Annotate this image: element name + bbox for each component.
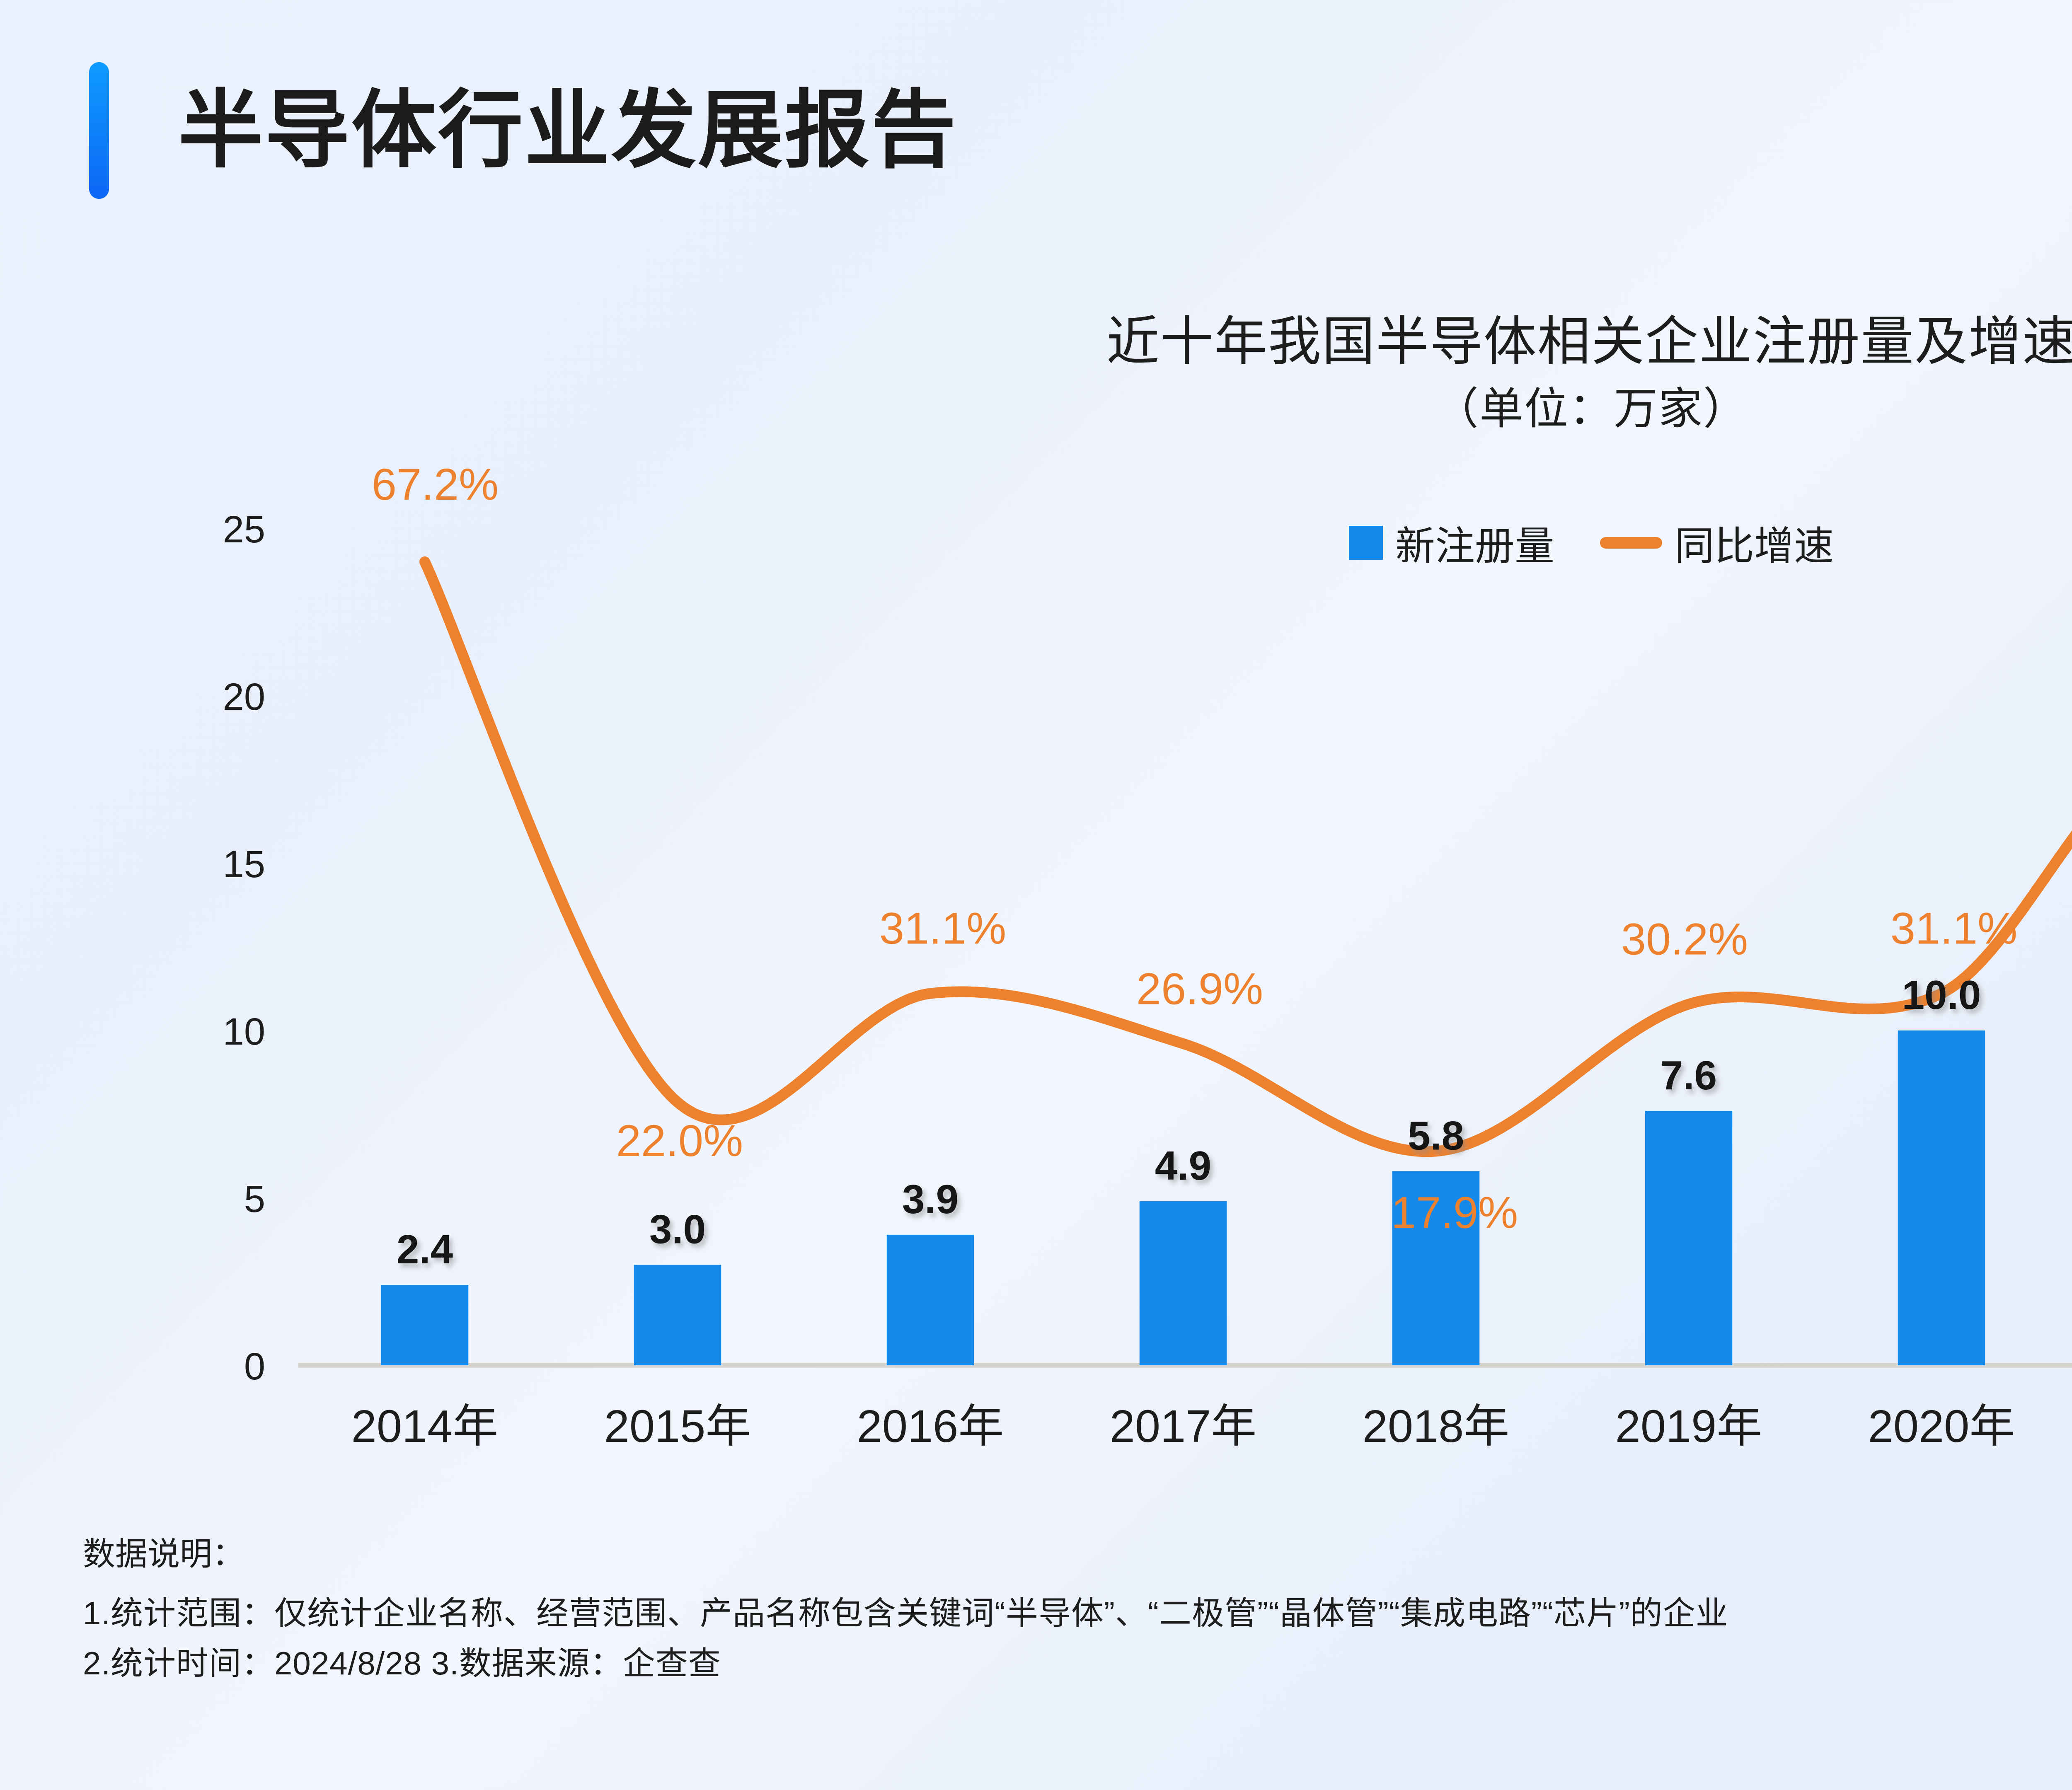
chart-legend: 新注册量 同比增速 bbox=[0, 514, 2072, 571]
legend-label-line: 同比增速 bbox=[1675, 524, 1834, 568]
growth-rate-label-2020年: 31.1% bbox=[1890, 903, 2017, 953]
x-axis-label-2017年: 2017年 bbox=[1110, 1401, 1257, 1452]
bar-value-label-2016年: 3.9 bbox=[902, 1176, 959, 1222]
bar-2017年 bbox=[1139, 1201, 1227, 1365]
bar-2014年 bbox=[381, 1285, 469, 1365]
growth-rate-label-2018年: 17.9% bbox=[1391, 1187, 1518, 1237]
bar-value-label-2014年: 2.4 bbox=[397, 1226, 453, 1272]
page-title: 半导体行业发展报告 bbox=[178, 83, 958, 178]
x-axis-label-2019年: 2019年 bbox=[1615, 1401, 1762, 1452]
x-axis-label-2014年: 2014年 bbox=[351, 1401, 499, 1452]
x-axis-label-2020年: 2020年 bbox=[1868, 1401, 2015, 1452]
x-axis-label-2015年: 2015年 bbox=[604, 1401, 751, 1452]
left-axis-tick: 15 bbox=[223, 843, 265, 885]
growth-rate-label-2016年: 31.1% bbox=[879, 903, 1006, 953]
bar-value-label-2015年: 3.0 bbox=[649, 1207, 706, 1252]
growth-rate-label-2014年: 67.2% bbox=[372, 459, 499, 509]
notes-heading: 数据说明： bbox=[83, 1536, 245, 1572]
bar-2015年 bbox=[634, 1265, 721, 1365]
legend-item-bar: 新注册量 bbox=[1349, 514, 1554, 571]
bar-value-label-2018年: 5.8 bbox=[1408, 1113, 1464, 1158]
data-notes: 数据说明： 1.统计范围：仅统计企业名称、经营范围、产品名称包含关键词“半导体”… bbox=[83, 1529, 2072, 1688]
notes-line-1: 1.统计范围：仅统计企业名称、经营范围、产品名称包含关键词“半导体”、“二极管”… bbox=[83, 1594, 1728, 1631]
growth-rate-label-2015年: 22.0% bbox=[616, 1115, 743, 1166]
growth-rate-label-2017年: 26.9% bbox=[1136, 964, 1263, 1014]
left-axis-tick: 10 bbox=[223, 1011, 265, 1053]
left-axis-tick: 5 bbox=[244, 1178, 265, 1220]
bar-2020年 bbox=[1898, 1030, 1985, 1365]
legend-swatch-line-icon bbox=[1600, 537, 1662, 549]
chart-subtitle: （单位：万家） bbox=[1435, 385, 1748, 433]
growth-rate-line bbox=[419, 556, 2072, 1157]
page-header: 半导体行业发展报告 企查查 Qcc.com bbox=[0, 0, 2072, 249]
left-axis-tick: 20 bbox=[223, 676, 265, 718]
chart-title: 近十年我国半导体相关企业注册量及增速 bbox=[1106, 312, 2072, 371]
bar-2018年 bbox=[1392, 1171, 1480, 1365]
bar-value-label-2019年: 7.6 bbox=[1661, 1052, 1717, 1098]
left-axis-tick: 0 bbox=[244, 1345, 265, 1388]
x-axis-label-2016年: 2016年 bbox=[857, 1401, 1004, 1452]
x-axis-label-2018年: 2018年 bbox=[1363, 1401, 1510, 1452]
bar-value-label-2017年: 4.9 bbox=[1155, 1143, 1211, 1188]
title-accent-bar bbox=[89, 62, 109, 199]
notes-line-2: 2.统计时间：2024/8/28 3.数据来源：企查查 bbox=[83, 1645, 721, 1681]
bar-2016年 bbox=[886, 1234, 974, 1365]
legend-item-line: 同比增速 bbox=[1600, 514, 1834, 571]
bar-2019年 bbox=[1645, 1110, 1733, 1365]
legend-label-bar: 新注册量 bbox=[1395, 524, 1554, 568]
legend-swatch-bar-icon bbox=[1349, 525, 1383, 560]
growth-rate-label-2019年: 30.2% bbox=[1621, 914, 1748, 964]
bar-value-label-2020年: 10.0 bbox=[1902, 972, 1981, 1018]
